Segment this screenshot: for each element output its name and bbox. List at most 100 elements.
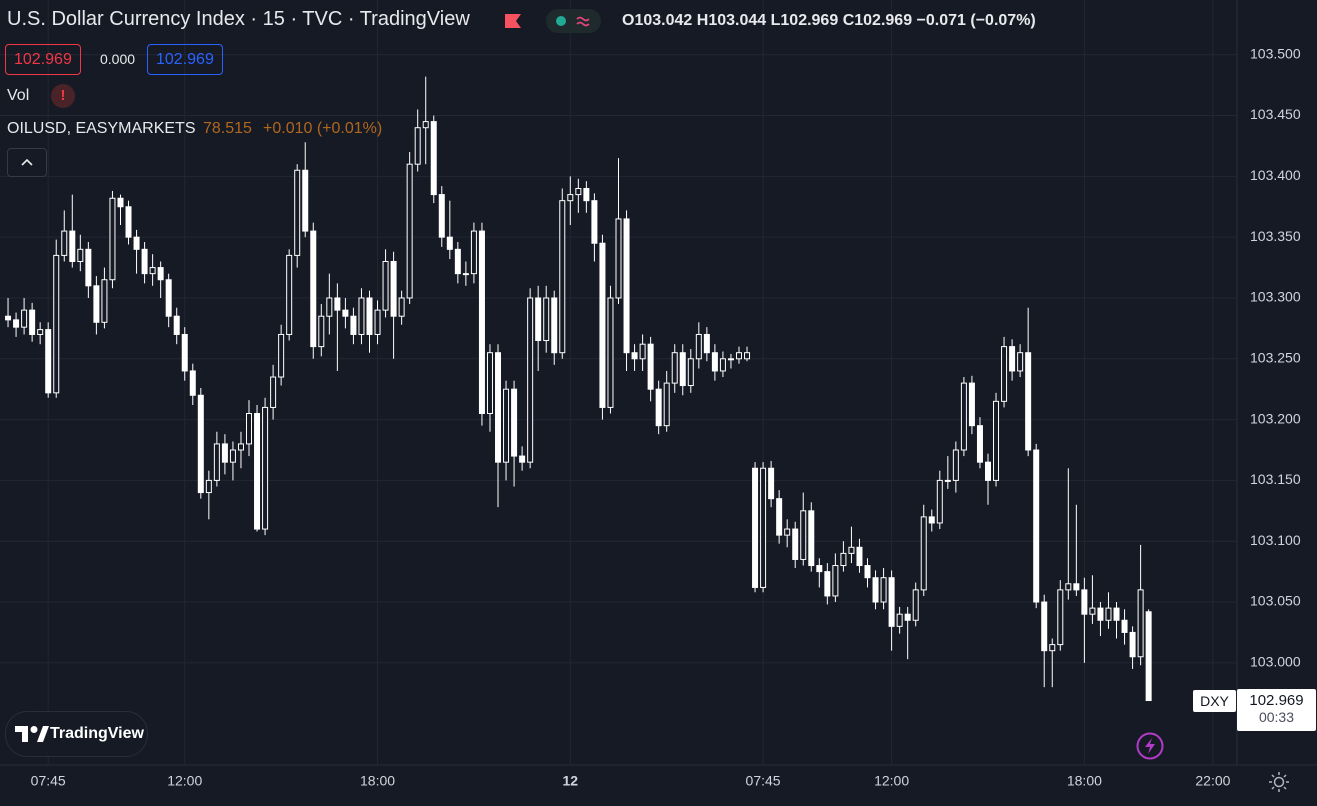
candle-body [776, 498, 783, 536]
candle-body [1057, 589, 1064, 646]
x-tick-label: 07:45 [31, 773, 66, 789]
candle-body [832, 565, 839, 597]
chart-title: U.S. Dollar Currency Index · 15 · TVC · … [7, 8, 470, 30]
candle-body [760, 467, 767, 588]
bid-button[interactable]: 102.969 [5, 44, 81, 75]
candle-body [181, 333, 188, 372]
overlay-price: 78.515 [203, 120, 252, 137]
candle-body [141, 248, 148, 275]
overlay-change: +0.010 (+0.01%) [263, 120, 383, 137]
candle-body [374, 309, 381, 335]
candle-body [944, 479, 951, 482]
ask-button[interactable]: 102.969 [147, 44, 223, 75]
candle-body [1025, 352, 1032, 451]
replay-lightning[interactable] [1135, 731, 1165, 761]
candle-body [663, 382, 670, 427]
candle-body [984, 461, 991, 481]
candle-body [703, 333, 710, 354]
candle-body [591, 200, 598, 244]
candle-body [125, 206, 132, 238]
candle-body [784, 528, 791, 536]
candle-body [1097, 607, 1104, 621]
candle-body [792, 528, 799, 560]
settings-gear[interactable] [1268, 771, 1290, 793]
candle-body [687, 358, 694, 387]
x-tick-label: 12 [563, 773, 579, 789]
candle-body [1137, 589, 1144, 658]
candle-body [294, 169, 301, 256]
candle-body [559, 200, 566, 354]
candle-body [800, 510, 807, 560]
candle-body [45, 329, 52, 394]
candle-body [752, 467, 759, 588]
candle-body [37, 329, 44, 335]
candle-body [342, 309, 349, 317]
candle-body [189, 370, 196, 396]
candle-body [856, 546, 863, 567]
candle-body [430, 121, 437, 196]
tradingview-logo[interactable]: TradingView [5, 711, 148, 757]
candle-body [69, 230, 76, 262]
candle-body [21, 309, 28, 328]
candle-body [976, 425, 983, 463]
candle-body [1049, 644, 1056, 652]
candle-body [254, 413, 261, 530]
candle-body [1089, 607, 1096, 615]
candle-body [503, 388, 510, 463]
candle-body [744, 352, 751, 360]
candle-body [438, 194, 445, 238]
candle-body [197, 394, 204, 494]
market-closed-flag[interactable] [503, 12, 523, 30]
candle-body [607, 297, 614, 408]
candle-body [165, 279, 172, 317]
status-pill[interactable] [546, 9, 601, 33]
ohlc-letter: C [842, 12, 855, 29]
candle-body [85, 248, 92, 287]
candle-body [446, 236, 453, 250]
candle-body [229, 449, 236, 463]
candle-body [398, 297, 405, 317]
candle-body [390, 260, 397, 317]
candle-body [583, 188, 590, 202]
y-tick-label: 103.500 [1250, 45, 1301, 61]
volume-label: Vol [7, 87, 30, 104]
candle-body [519, 455, 526, 463]
status-icons [556, 16, 590, 27]
candle-body [1081, 589, 1088, 615]
candle-body [727, 358, 734, 361]
candle-body [205, 479, 212, 494]
candle-body [1017, 352, 1024, 372]
candle-body [1121, 619, 1128, 633]
candle-body [848, 546, 855, 554]
candle-body [246, 413, 253, 445]
candle-body [53, 254, 60, 394]
candle-body [623, 218, 630, 354]
candle-body [511, 388, 518, 457]
candle-body [326, 297, 333, 317]
ohlc-value: 102.969 [854, 12, 913, 29]
ohlc-letter: L [770, 12, 781, 29]
candle-body [599, 242, 606, 408]
candle-body [567, 194, 574, 202]
y-tick-label: 103.250 [1250, 349, 1301, 365]
collapse-button[interactable] [7, 148, 47, 177]
candle-body [358, 297, 365, 335]
candle-body [1129, 631, 1136, 658]
candle-body [1009, 346, 1016, 372]
candle-body [936, 479, 943, 524]
y-tick-label: 103.450 [1250, 106, 1301, 122]
candle-body [270, 376, 277, 408]
candle-body [1033, 449, 1040, 603]
candle-body [527, 297, 534, 463]
ohlc-change: −0.071 (−0.07%) [916, 12, 1036, 29]
candle-body [912, 589, 919, 621]
candle-body [952, 449, 959, 481]
overlay-symbol: OILUSD, EASYMARKETS [7, 120, 196, 137]
candle-body [928, 516, 935, 524]
volume-alert[interactable]: ! [51, 84, 75, 108]
candle-body [1073, 583, 1080, 591]
candle-body [117, 197, 124, 208]
candle-body [920, 516, 927, 591]
